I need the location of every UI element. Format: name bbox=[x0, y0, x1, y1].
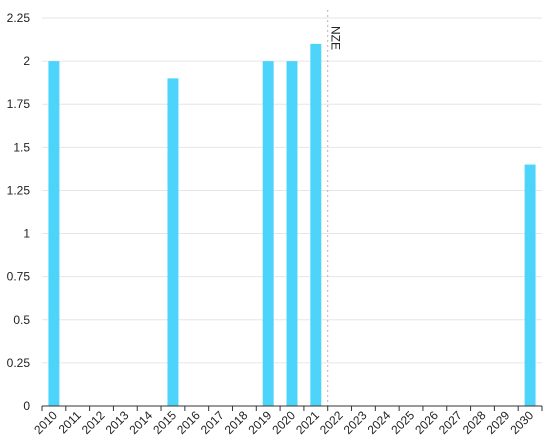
reference-line-label: NZE bbox=[329, 26, 343, 50]
x-tick-label: 2010 bbox=[31, 408, 60, 437]
x-tick-label: 2014 bbox=[126, 408, 155, 437]
bar-2015 bbox=[167, 78, 179, 406]
y-tick-label: 0.5 bbox=[13, 313, 30, 327]
y-tick-label: 2 bbox=[23, 54, 30, 68]
x-tick-label: 2012 bbox=[79, 408, 108, 437]
y-tick-label: 1 bbox=[23, 227, 30, 241]
x-tick-label: 2013 bbox=[103, 408, 132, 437]
x-tick-label: 2025 bbox=[388, 408, 417, 437]
y-tick-label: 1.5 bbox=[13, 140, 30, 154]
reference-line-group: NZE bbox=[327, 10, 343, 406]
x-tick-label: 2023 bbox=[341, 408, 370, 437]
x-tick-label: 2027 bbox=[436, 408, 465, 437]
x-tick-label: 2019 bbox=[246, 408, 275, 437]
x-tick-label: 2030 bbox=[507, 408, 536, 437]
x-tick-label: 2024 bbox=[365, 408, 394, 437]
y-tick-label: 0 bbox=[23, 399, 30, 413]
x-tick-label: 2022 bbox=[317, 408, 346, 437]
x-tick-label: 2026 bbox=[412, 408, 441, 437]
y-tick-label: 1.75 bbox=[7, 97, 31, 111]
bars bbox=[48, 43, 536, 406]
x-tick-label: 2011 bbox=[56, 408, 84, 436]
bar-2010 bbox=[48, 61, 60, 406]
x-tick-label: 2016 bbox=[174, 408, 203, 437]
x-tick-label: 2018 bbox=[222, 408, 251, 437]
bar-2020 bbox=[286, 61, 298, 406]
y-tick-label: 0.75 bbox=[7, 270, 31, 284]
x-tick-label: 2017 bbox=[198, 408, 227, 437]
x-tick-label: 2021 bbox=[293, 408, 322, 437]
bar-2019 bbox=[262, 61, 274, 406]
x-tick-label: 2020 bbox=[269, 408, 298, 437]
y-tick-label: 1.25 bbox=[7, 183, 31, 197]
x-tick-label: 2015 bbox=[150, 408, 179, 437]
y-axis-ticks: 0 0.25 0.5 0.75 1 1.25 1.5 1.75 2 2.25 bbox=[7, 11, 31, 413]
x-axis-ticks: 2010201120122013201420152016201720182019… bbox=[31, 406, 543, 437]
y-tick-label: 2.25 bbox=[7, 11, 31, 25]
y-tick-label: 0.25 bbox=[7, 356, 31, 370]
bar-2021 bbox=[310, 43, 322, 406]
x-tick-label: 2028 bbox=[460, 408, 489, 437]
bar-2030 bbox=[524, 164, 536, 406]
x-tick-label: 2029 bbox=[484, 408, 513, 437]
